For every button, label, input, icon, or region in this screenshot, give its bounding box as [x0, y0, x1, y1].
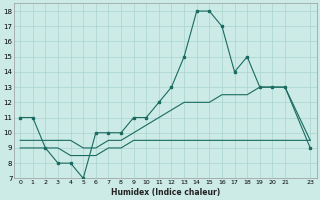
X-axis label: Humidex (Indice chaleur): Humidex (Indice chaleur) [111, 188, 220, 197]
